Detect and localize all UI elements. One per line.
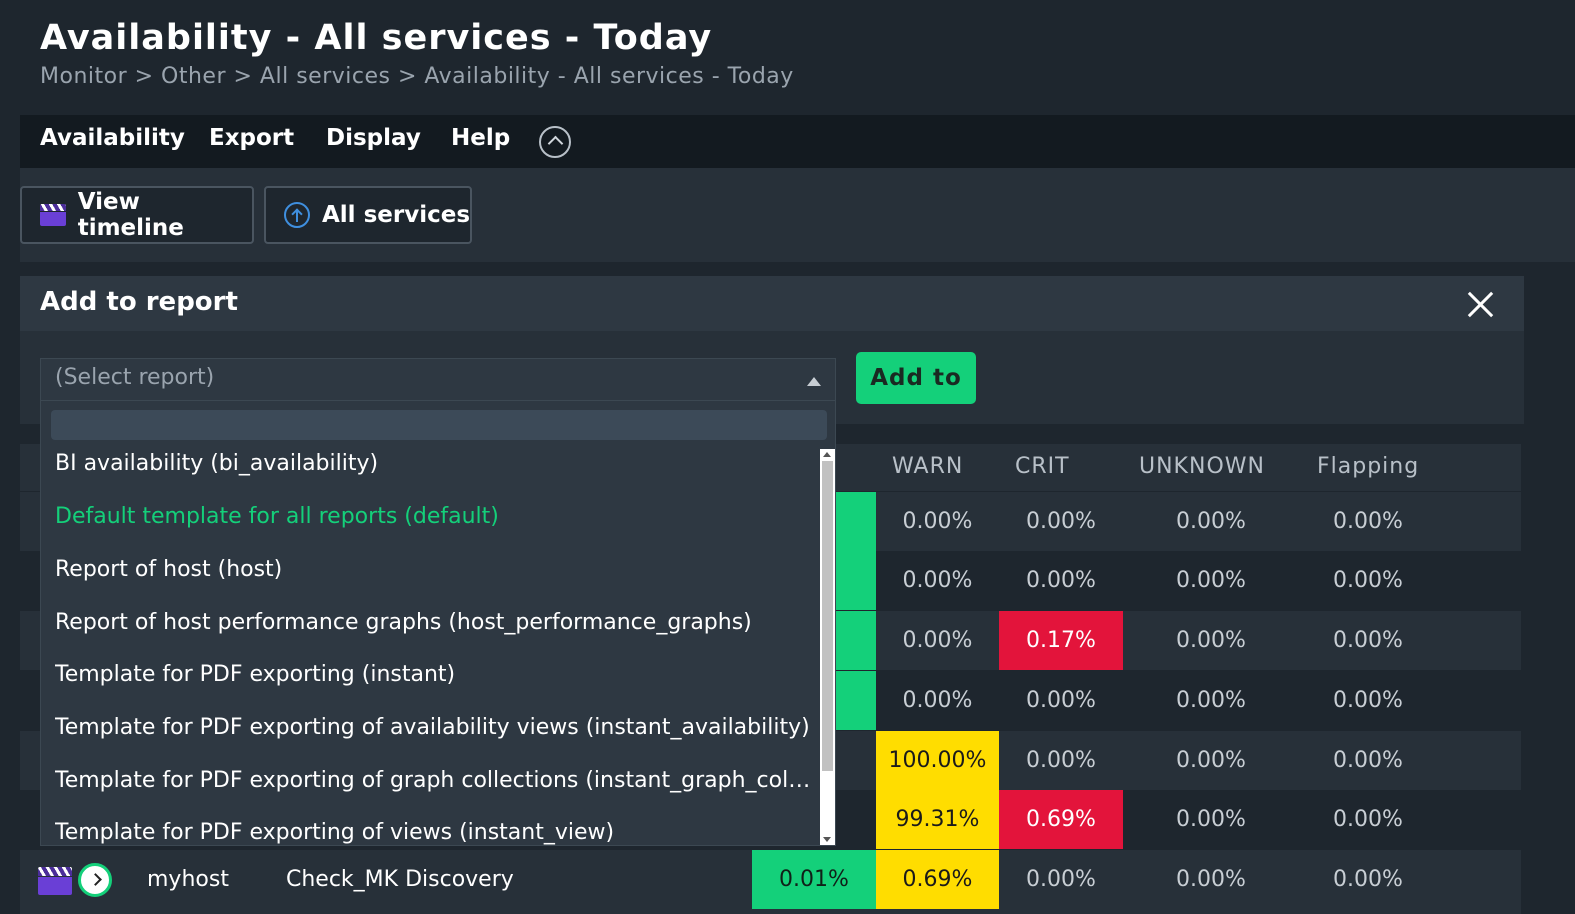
warn-cell: 0.00% — [902, 568, 973, 593]
column-header-crit[interactable]: CRIT — [1015, 454, 1070, 479]
report-search-input[interactable] — [51, 410, 827, 440]
all-services-button[interactable]: All services — [264, 186, 472, 244]
all-services-label: All services — [322, 202, 471, 228]
breadcrumb[interactable]: Monitor > Other > All services > Availab… — [40, 64, 794, 89]
report-option[interactable]: Template for PDF exporting of graph coll… — [55, 768, 815, 793]
report-option[interactable]: Template for PDF exporting (instant) — [55, 662, 456, 687]
view-timeline-button[interactable]: View timeline — [20, 186, 254, 244]
unknown-cell: 0.00% — [1176, 748, 1246, 773]
report-panel-title: Add to report — [40, 287, 238, 317]
view-timeline-label: View timeline — [77, 189, 184, 241]
menu-availability[interactable]: Availability — [40, 125, 185, 151]
column-header-flapping[interactable]: Flapping — [1317, 454, 1420, 479]
flapping-cell: 0.00% — [1333, 568, 1403, 593]
crit-cell: 0.00% — [1026, 688, 1096, 713]
crit-cell: 0.69% — [999, 790, 1123, 849]
warn-cell: 0.00% — [902, 628, 973, 653]
report-option[interactable]: Template for PDF exporting of availabili… — [55, 715, 810, 740]
unknown-cell: 0.00% — [1176, 509, 1246, 534]
clapperboard-icon — [40, 204, 66, 226]
ok-cell: 0.01% — [752, 850, 876, 909]
row-actions — [38, 862, 118, 898]
caret-up-icon — [807, 377, 821, 386]
report-select[interactable]: (Select report) — [41, 359, 835, 401]
menu-export[interactable]: Export — [209, 125, 295, 151]
column-header-warn[interactable]: WARN — [892, 454, 964, 479]
flapping-cell: 0.00% — [1333, 628, 1403, 653]
report-option[interactable]: Report of host performance graphs (host_… — [55, 610, 752, 635]
report-select-placeholder: (Select report) — [55, 365, 215, 390]
warn-cell: 99.31% — [876, 790, 999, 849]
menu-bar: Availability Export Display Help — [20, 115, 1575, 168]
report-options-list: BI availability (bi_availability) Defaul… — [41, 449, 819, 845]
chevron-up-icon[interactable] — [539, 126, 571, 158]
menu-help[interactable]: Help — [451, 125, 511, 151]
up-arrow-circle-icon — [284, 202, 310, 228]
unknown-cell: 0.00% — [1176, 568, 1246, 593]
flapping-cell: 0.00% — [1333, 509, 1403, 534]
crit-cell: 0.00% — [1026, 867, 1096, 892]
crit-cell: 0.00% — [1026, 509, 1096, 534]
close-icon[interactable] — [1466, 290, 1494, 318]
warn-cell: 100.00% — [876, 731, 999, 790]
report-option[interactable]: Report of host (host) — [55, 557, 283, 582]
report-panel-header: Add to report — [20, 276, 1524, 331]
report-select-dropdown: (Select report) BI availability (bi_avai… — [40, 358, 836, 846]
crit-cell: 0.00% — [1026, 748, 1096, 773]
warn-cell: 0.00% — [902, 509, 973, 534]
unknown-cell: 0.00% — [1176, 807, 1246, 832]
page-title: Availability - All services - Today — [40, 18, 713, 58]
unknown-cell: 0.00% — [1176, 867, 1246, 892]
menu-display[interactable]: Display — [326, 125, 421, 151]
unknown-cell: 0.00% — [1176, 688, 1246, 713]
add-to-button[interactable]: Add to — [856, 352, 976, 404]
service-name-link[interactable]: Check_MK Discovery — [286, 867, 514, 892]
report-option-selected[interactable]: Default template for all reports (defaul… — [55, 504, 499, 529]
stopwatch-icon[interactable] — [78, 863, 112, 897]
warn-cell: 0.69% — [876, 850, 999, 909]
flapping-cell: 0.00% — [1333, 748, 1403, 773]
crit-cell: 0.00% — [1026, 568, 1096, 593]
column-header-unknown[interactable]: UNKNOWN — [1139, 454, 1265, 479]
title-bar: Availability - All services - Today Moni… — [0, 0, 1545, 114]
toolbar: View timeline All services — [20, 168, 1575, 262]
report-option[interactable]: Template for PDF exporting of views (ins… — [55, 820, 615, 845]
warn-cell: 0.00% — [902, 688, 973, 713]
report-option[interactable]: BI availability (bi_availability) — [55, 451, 379, 476]
clapperboard-icon[interactable] — [38, 867, 72, 895]
scroll-up-icon[interactable] — [823, 452, 831, 457]
flapping-cell: 0.00% — [1333, 867, 1403, 892]
flapping-cell: 0.00% — [1333, 688, 1403, 713]
crit-cell: 0.17% — [999, 611, 1123, 670]
scroll-down-icon[interactable] — [823, 837, 831, 842]
flapping-cell: 0.00% — [1333, 807, 1403, 832]
table-row: myhost Check_MK Discovery 0.01% 0.69% 0.… — [20, 850, 1521, 914]
unknown-cell: 0.00% — [1176, 628, 1246, 653]
scrollbar-thumb[interactable] — [822, 461, 833, 771]
host-name-link[interactable]: myhost — [147, 867, 229, 892]
options-scrollbar[interactable] — [820, 449, 835, 845]
